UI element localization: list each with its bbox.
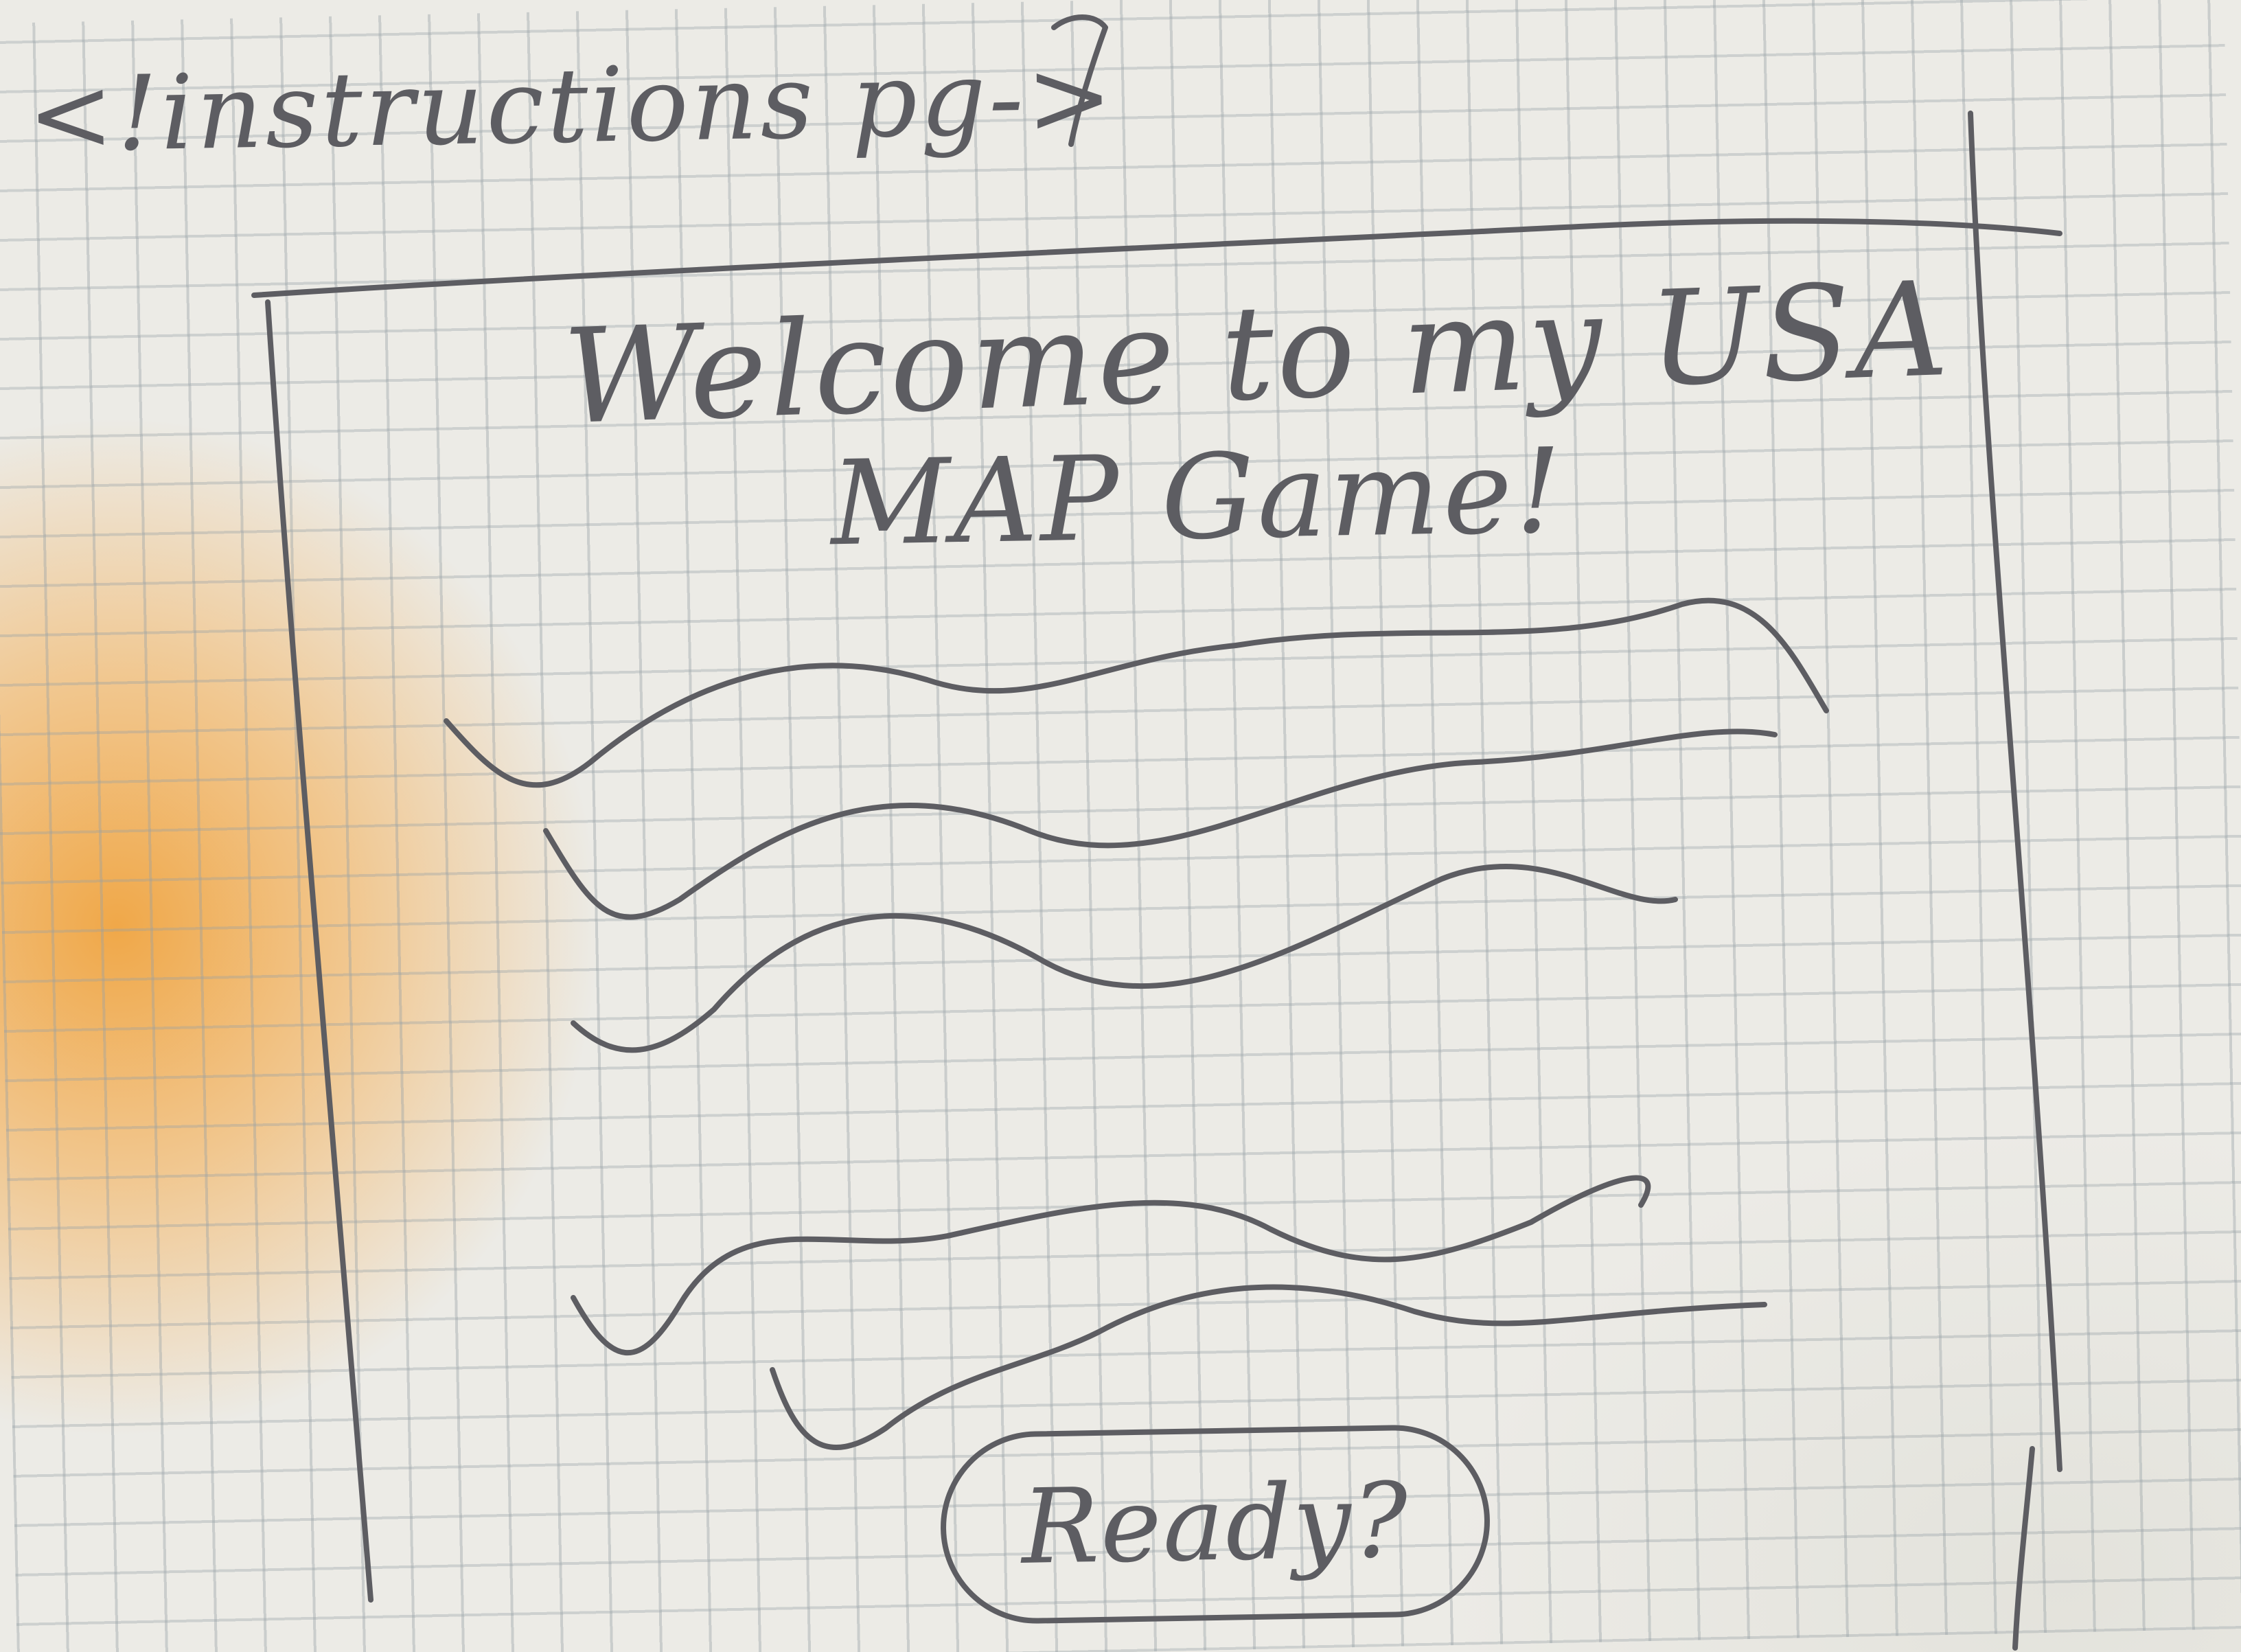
header-comment: <!instructions pg-> <box>26 37 1116 176</box>
frame-top-border <box>251 218 2062 298</box>
welcome-title-line-2: MAP Game! <box>829 423 1566 573</box>
frame-right-border <box>1968 111 2062 1472</box>
wavy-line-icon <box>571 864 1678 1053</box>
frame-right-extension-border <box>2012 1446 2035 1651</box>
instruction-text-lines <box>444 597 1829 1450</box>
wavy-line-icon <box>770 1284 1767 1450</box>
ready-button-label: Ready? <box>1020 1461 1410 1587</box>
wavy-line-icon <box>543 729 1778 920</box>
wavy-line-icon <box>571 1175 1651 1356</box>
wavy-line-icon <box>444 597 1829 788</box>
header-bracket-stroke <box>1051 14 1108 147</box>
frame-left-border <box>265 299 374 1603</box>
ready-button[interactable]: Ready? <box>939 1423 1492 1625</box>
